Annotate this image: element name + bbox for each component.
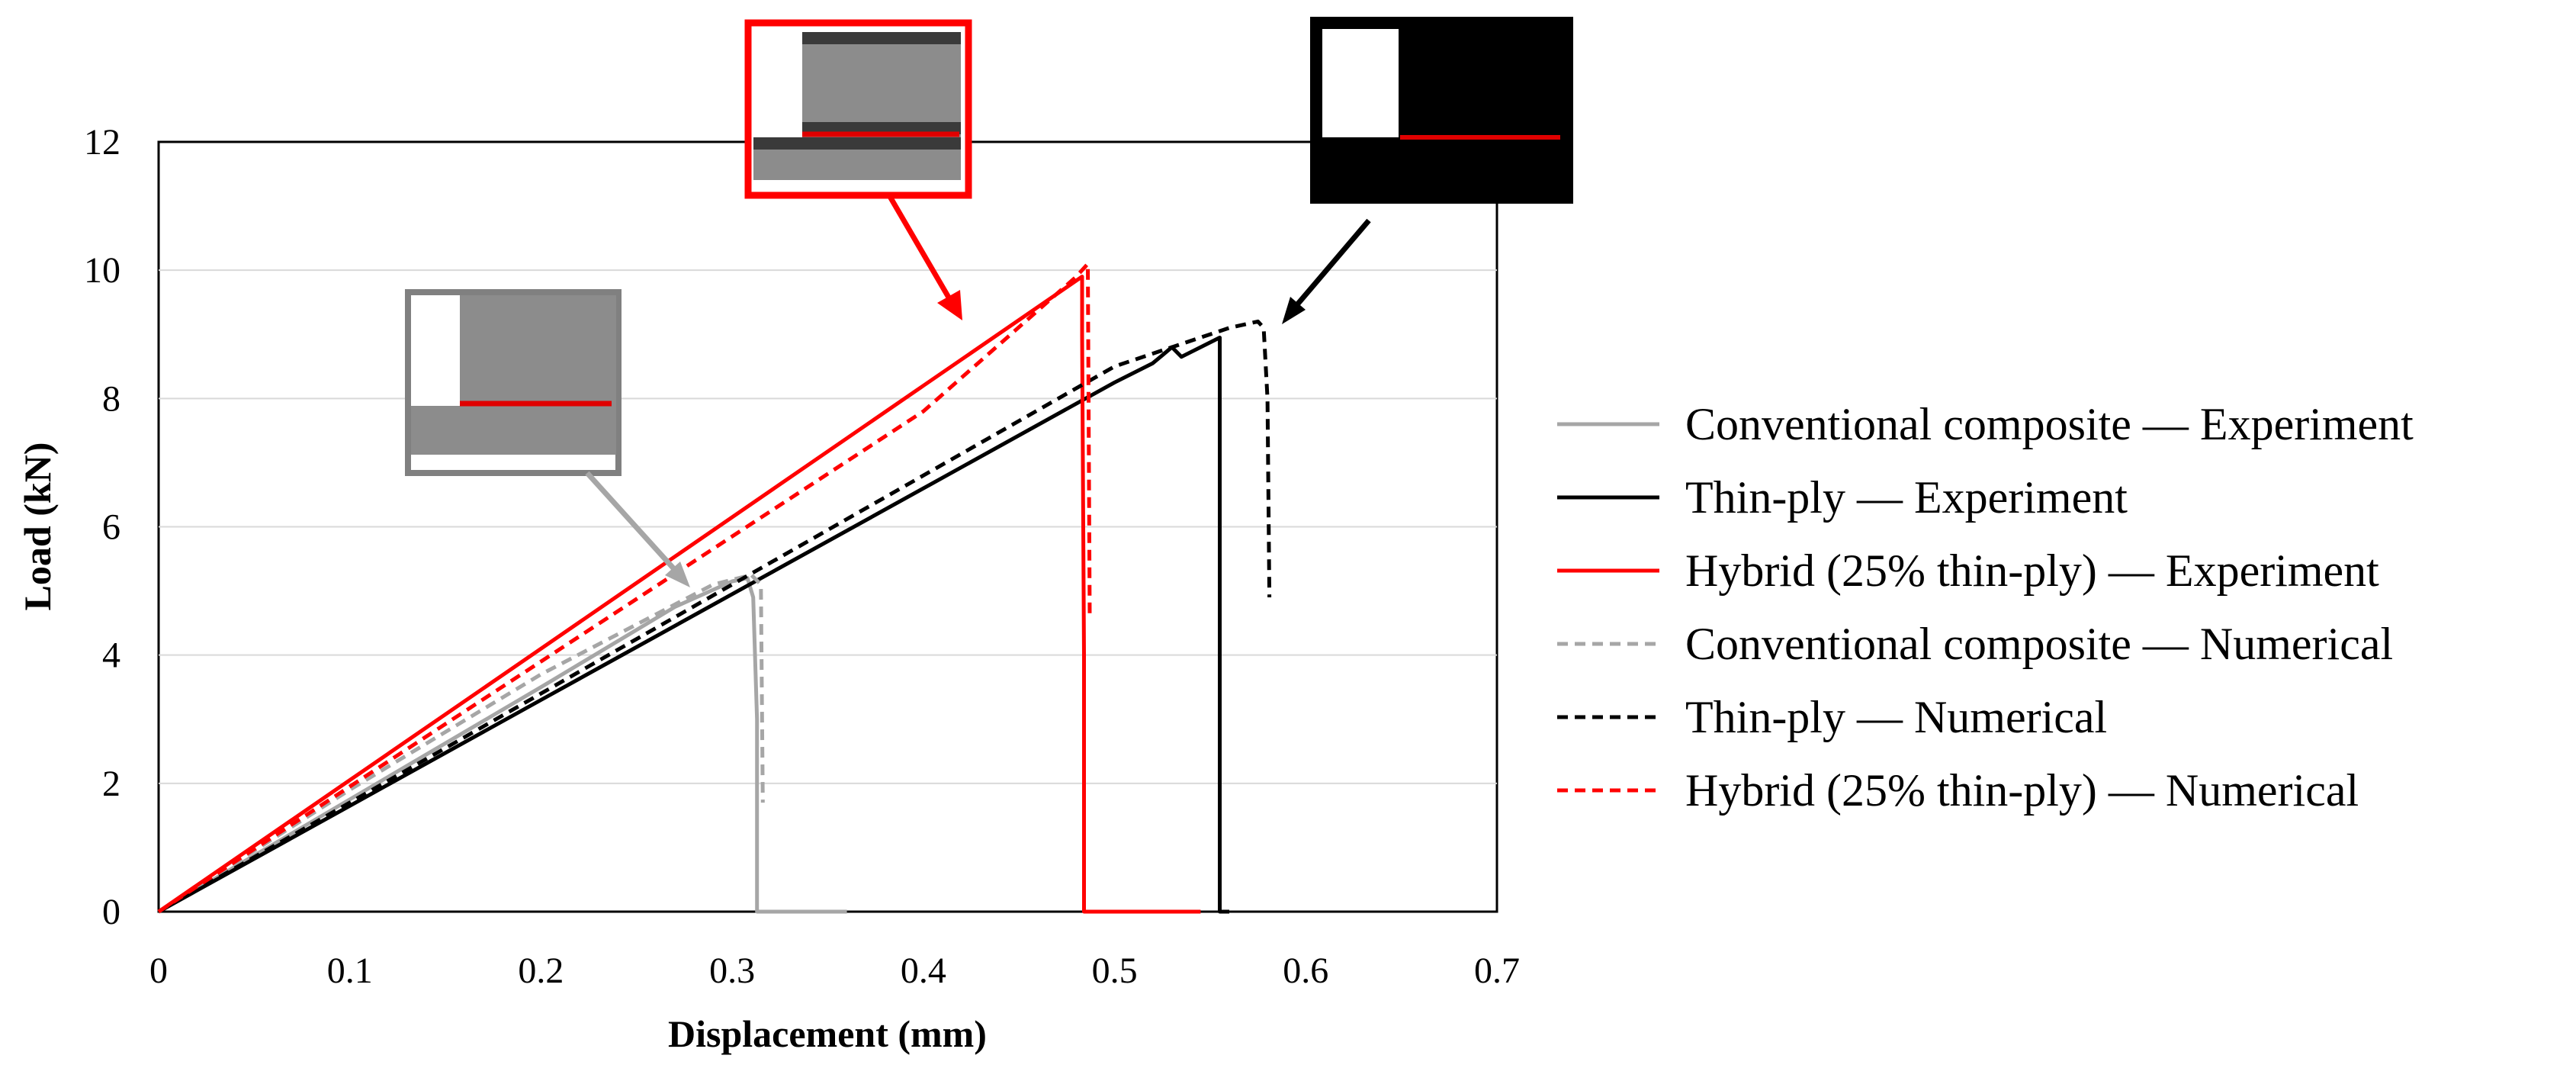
inset-thin-ply-pointer — [1292, 218, 1371, 310]
y-tick-label: 6 — [102, 507, 120, 548]
legend-label: Hybrid (25% thin-ply) — Numerical — [1685, 765, 2359, 816]
inset-laminate-lower — [411, 406, 616, 455]
inset-conventional-pointer — [585, 471, 685, 581]
inset-thin-ply-arrowhead — [1282, 297, 1306, 324]
inset-gap — [1322, 29, 1399, 137]
y-tick-label: 4 — [102, 635, 120, 676]
legend-label: Thin-ply — Experiment — [1685, 472, 2128, 523]
x-tick-label: 0.1 — [327, 951, 373, 991]
inset-hybrid-arrowhead — [937, 290, 962, 320]
series-line-5 — [157, 319, 1272, 914]
legend-label: Thin-ply — Numerical — [1685, 692, 2107, 742]
inset-thinply-lower — [753, 137, 961, 150]
legend: Conventional composite — Experiment Thin-… — [1557, 399, 2414, 816]
inset-thinply-top — [802, 32, 961, 44]
y-axis-label: Load (kN) — [16, 442, 59, 611]
gridlines — [159, 269, 1497, 784]
inset-hybrid — [744, 19, 972, 199]
y-tick-label: 10 — [84, 250, 120, 291]
series-line-6 — [157, 262, 1092, 914]
data-series — [157, 262, 1272, 914]
y-tick-label: 2 — [102, 764, 120, 804]
legend-label: Conventional composite — Numerical — [1685, 619, 2393, 669]
y-tick-label: 12 — [84, 122, 120, 162]
inset-conventional-arrowhead — [665, 561, 690, 587]
inset-conventional-composite — [405, 289, 622, 476]
x-tick-label: 0.3 — [709, 951, 755, 991]
x-tick-label: 0.4 — [901, 951, 946, 991]
y-tick-label: 0 — [102, 892, 120, 932]
legend-label: Hybrid (25% thin-ply) — Experiment — [1685, 545, 2379, 596]
tick-labels: 0 0.1 0.2 0.3 0.4 0.5 0.6 0.7 0 2 4 6 8 10 12 — [84, 122, 1520, 991]
x-axis-label: Displacement (mm) — [668, 1012, 987, 1055]
x-tick-label: 0.7 — [1474, 951, 1520, 991]
y-tick-label: 8 — [102, 378, 120, 419]
x-tick-label: 0.5 — [1092, 951, 1138, 991]
inset-hybrid-pointer — [886, 194, 954, 303]
series-line-3 — [157, 275, 1201, 914]
x-tick-label: 0.2 — [518, 951, 564, 991]
x-tick-label: 0 — [149, 951, 168, 991]
inset-thin-ply — [1310, 17, 1573, 204]
x-tick-label: 0.6 — [1283, 951, 1328, 991]
series-line-2 — [157, 336, 1229, 914]
legend-label: Conventional composite — Experiment — [1685, 399, 2414, 449]
inset-thinply-mid — [802, 122, 961, 134]
